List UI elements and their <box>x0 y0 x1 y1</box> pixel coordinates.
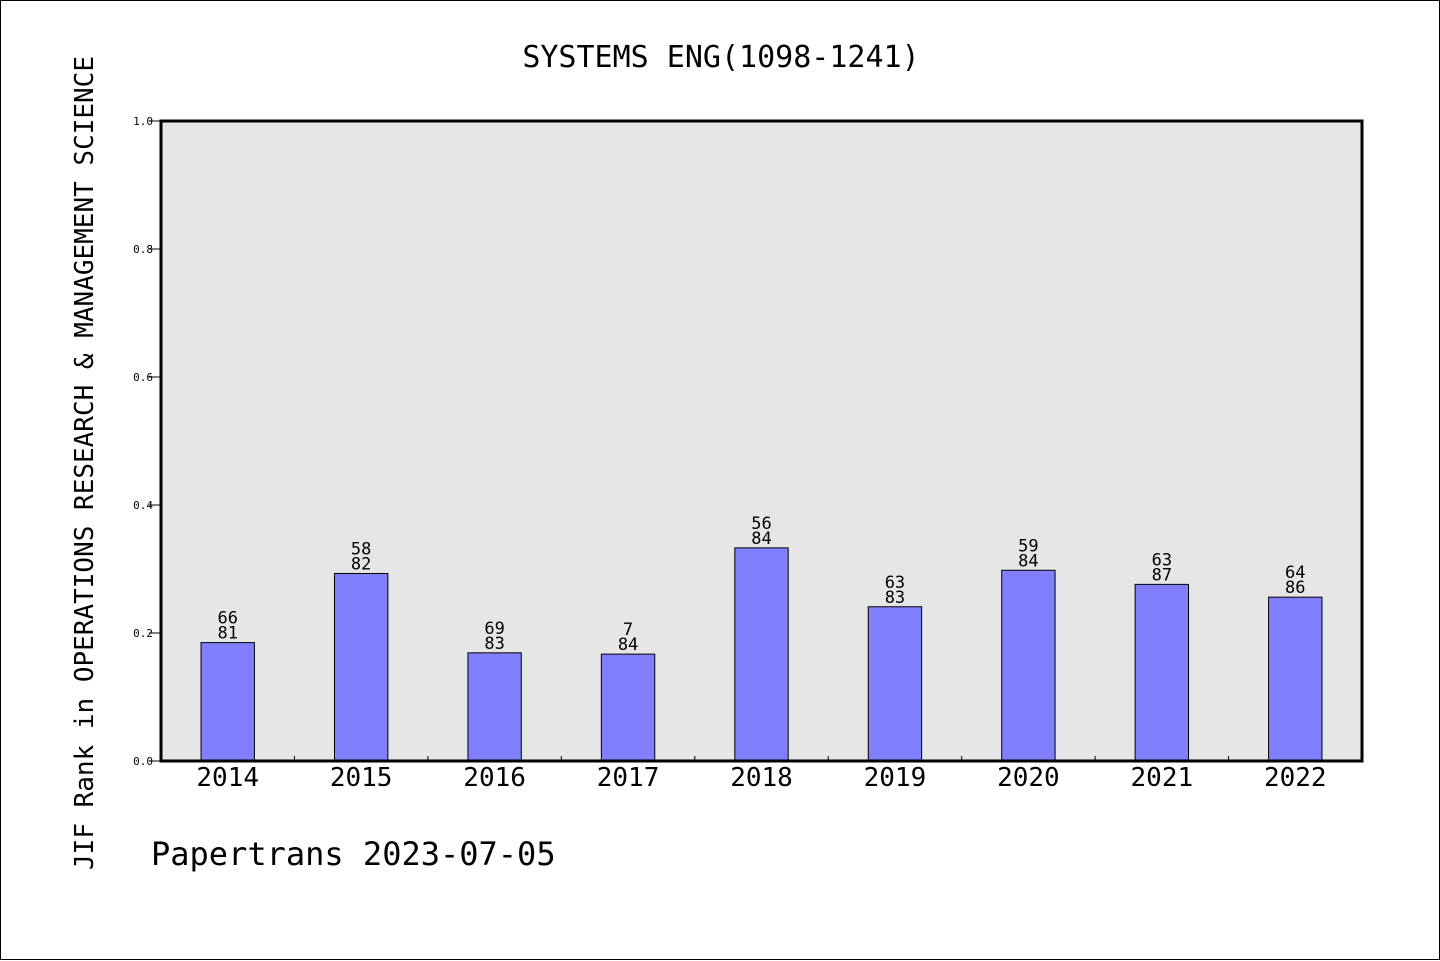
bar-total-label: 84 <box>751 529 771 549</box>
x-tick-label: 2021 <box>1131 763 1194 793</box>
bar-2016 <box>467 652 522 762</box>
bar-total-label: 84 <box>618 635 638 655</box>
x-tick-label: 2019 <box>864 763 927 793</box>
bar-2014 <box>200 642 255 762</box>
bar-2017 <box>600 653 656 762</box>
y-tick-label: 1.0 <box>133 115 153 128</box>
bar-rank-label: 69 <box>484 619 504 639</box>
x-axis-ticks: 2014 2015 2016 2017 2018 2019 2020 2021 2022 <box>196 756 1327 793</box>
y-axis-label: JIF Rank in OPERATIONS RESEARCH & MANAGE… <box>70 56 100 870</box>
footer-credit: Papertrans 2023-07-05 <box>151 835 556 873</box>
bar-rank-label: 66 <box>217 609 237 629</box>
bar-total-label: 82 <box>351 554 371 574</box>
bar-rank-label: 63 <box>885 573 905 593</box>
y-tick-label: 0.0 <box>133 755 153 768</box>
y-axis-ticks: 0.0 0.2 0.4 0.6 0.8 1.0 <box>133 115 161 768</box>
bar-2018 <box>734 547 789 762</box>
chart-title: SYSTEMS ENG(1098-1241) <box>522 40 919 75</box>
bar-2015 <box>333 572 389 762</box>
bar-total-label: 87 <box>1152 565 1172 585</box>
x-tick-label: 2015 <box>330 763 393 793</box>
bar-rank-label: 59 <box>1018 536 1038 556</box>
x-tick-label: 2018 <box>730 763 793 793</box>
bar-rank-label: 56 <box>751 514 771 534</box>
bar-rank-label: 58 <box>351 539 371 559</box>
bar-total-label: 84 <box>1018 551 1038 571</box>
bar-2021 <box>1134 583 1190 762</box>
plot-border <box>159 119 1364 763</box>
y-tick-label: 0.6 <box>133 371 153 384</box>
bar-2022 <box>1268 596 1323 762</box>
bar-2020 <box>1001 569 1056 762</box>
x-tick-label: 2017 <box>597 763 660 793</box>
y-tick-label: 0.8 <box>133 243 153 256</box>
bar-total-label: 83 <box>885 588 905 608</box>
y-tick-label: 0.4 <box>133 499 153 512</box>
x-tick-label: 2014 <box>196 763 259 793</box>
bar-total-label: 81 <box>217 624 237 644</box>
bar-rank-label: 7 <box>623 620 633 640</box>
bar-total-label: 86 <box>1285 578 1305 598</box>
x-tick-label: 2022 <box>1264 763 1327 793</box>
x-tick-label: 2020 <box>997 763 1060 793</box>
bar-total-label: 83 <box>484 634 504 654</box>
bar-rank-label: 64 <box>1285 563 1305 583</box>
bar-rank-label: 63 <box>1152 550 1172 570</box>
x-tick-label: 2016 <box>463 763 526 793</box>
bar-2019 <box>867 606 923 762</box>
y-tick-label: 0.2 <box>133 627 153 640</box>
